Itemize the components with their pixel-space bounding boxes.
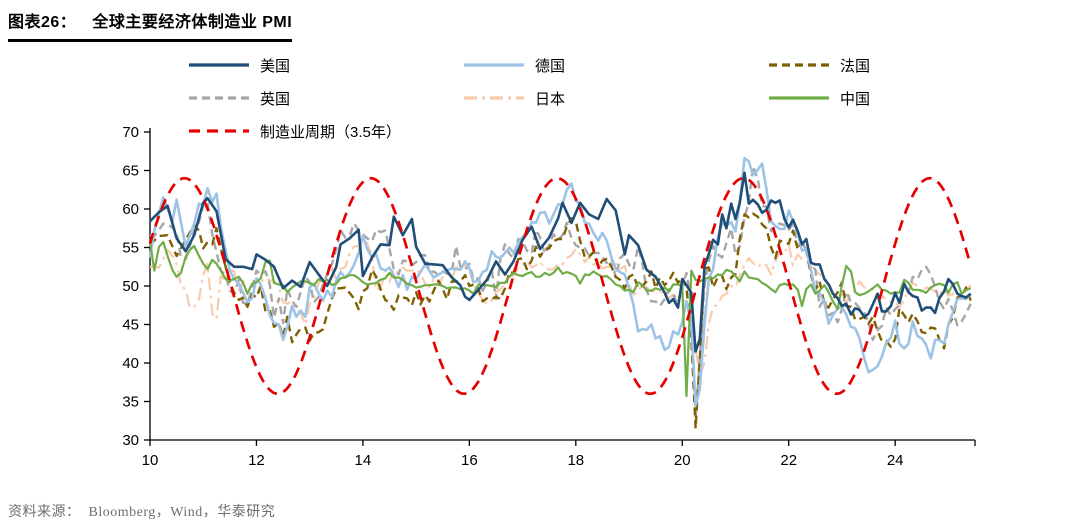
legend-item-germany: 德国 (463, 54, 768, 76)
x-axis-tick-label: 16 (461, 452, 478, 469)
legend-label-germany: 德国 (535, 57, 566, 75)
y-axis-tick-label: 45 (122, 317, 139, 334)
legend-item-china: 中国 (768, 87, 1053, 109)
x-axis-tick-label: 10 (142, 452, 159, 469)
y-axis-tick-label: 60 (122, 201, 139, 218)
chart-header: 图表26： 全球主要经济体制造业 PMI (8, 8, 293, 42)
x-axis-tick-label: 18 (567, 452, 584, 469)
chart-legend: 美国 德国 法国英国 日本 中国制造业周期（3.5年） (188, 54, 1053, 142)
legend-label-us: 美国 (260, 57, 291, 75)
source-text: Bloomberg，Wind，华泰研究 (88, 505, 276, 520)
page-title: 全球主要经济体制造业 PMI (92, 14, 293, 31)
y-axis-tick-label: 65 (122, 163, 139, 180)
source-note: 资料来源： Bloomberg，Wind，华泰研究 (8, 501, 275, 521)
figure-label: 图表26： (8, 14, 77, 31)
legend-swatch-germany (464, 63, 524, 67)
legend-swatch-uk (189, 96, 249, 100)
series-line-uk (149, 164, 972, 422)
pmi-line-chart: 30 35 40 45 50 55 60 65 70 10 12 14 16 18 20 22 24 (122, 124, 976, 469)
y-axis-tick-label: 35 (122, 394, 139, 411)
legend-swatch-china (769, 96, 829, 100)
y-axis-tick-label: 70 (122, 124, 139, 141)
y-axis-tick-label: 55 (122, 240, 139, 257)
legend-item-us: 美国 (188, 54, 463, 76)
legend-item-cycle: 制造业周期（3.5年） (188, 120, 463, 142)
series-line-us (149, 171, 972, 353)
legend-swatch-cycle (189, 129, 249, 133)
legend-label-uk: 英国 (260, 90, 291, 108)
series-line-china (148, 241, 972, 398)
x-axis-tick-label: 20 (674, 452, 691, 469)
legend-label-cycle: 制造业周期（3.5年） (260, 123, 401, 141)
legend-item-japan: 日本 (463, 87, 768, 109)
legend-item-france: 法国 (768, 54, 1053, 76)
y-axis-tick-label: 30 (122, 432, 139, 449)
legend-item-uk: 英国 (188, 87, 463, 109)
legend-label-china: 中国 (840, 90, 871, 108)
x-axis-tick-label: 22 (780, 452, 797, 469)
y-axis-tick-label: 40 (122, 355, 139, 372)
y-axis-tick-label: 50 (122, 278, 139, 295)
series-line-france (149, 212, 972, 430)
legend-swatch-us (189, 63, 249, 67)
legend-label-france: 法国 (840, 57, 871, 75)
x-axis-tick-label: 24 (887, 452, 904, 469)
legend-swatch-japan (464, 96, 524, 100)
source-label: 资料来源： (8, 505, 81, 520)
x-axis-tick-label: 12 (248, 452, 265, 469)
x-axis-tick-label: 14 (355, 452, 372, 469)
legend-label-japan: 日本 (535, 90, 566, 108)
series-line-cycle (148, 176, 971, 396)
legend-swatch-france (769, 63, 829, 67)
